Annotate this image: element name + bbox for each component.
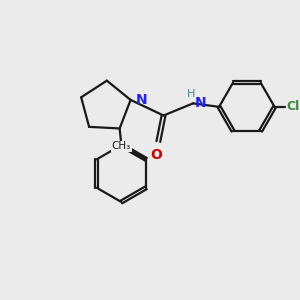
Text: Cl: Cl xyxy=(286,100,299,113)
Text: N: N xyxy=(195,96,206,110)
Text: H: H xyxy=(187,89,196,99)
Text: O: O xyxy=(151,148,163,163)
Text: N: N xyxy=(136,93,147,107)
Text: CH₃: CH₃ xyxy=(112,141,131,151)
